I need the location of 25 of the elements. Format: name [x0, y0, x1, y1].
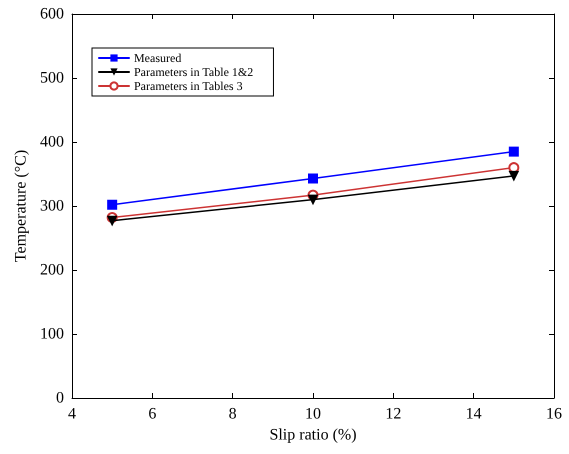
y-axis-title: Temperature (°C): [12, 150, 30, 262]
x-tick-label: 12: [385, 406, 402, 422]
y-tick-label: 500: [40, 70, 64, 86]
point: [107, 216, 118, 226]
x-tick-label: 16: [546, 406, 562, 422]
point: [308, 194, 318, 205]
point: [508, 146, 519, 157]
point: [508, 170, 519, 181]
x-tick-label: 8: [228, 406, 237, 422]
legend-label: Parameters in Tables 3: [134, 79, 243, 93]
y-tick-label: 100: [40, 326, 64, 342]
y-tick-label: 0: [56, 390, 64, 406]
y-tick-label: 300: [40, 198, 64, 214]
y-tick-label: 400: [40, 134, 64, 150]
point: [308, 173, 318, 184]
x-tick-label: 10: [305, 406, 321, 422]
y-tick-label: 600: [40, 6, 64, 22]
point: [107, 200, 118, 210]
legend-label: Parameters in Table 1&2: [134, 65, 254, 79]
legend-label: Measured: [134, 51, 182, 65]
x-tick-label: 4: [68, 406, 76, 422]
x-axis-title: Slip ratio (%): [269, 426, 357, 444]
y-tick-label: 200: [40, 262, 64, 278]
x-tick-label: 14: [466, 406, 482, 422]
x-tick-label: 6: [148, 406, 156, 422]
